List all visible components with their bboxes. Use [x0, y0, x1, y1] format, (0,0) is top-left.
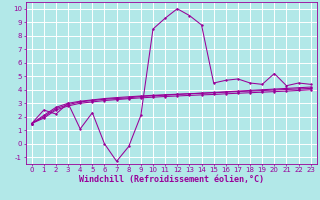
X-axis label: Windchill (Refroidissement éolien,°C): Windchill (Refroidissement éolien,°C) — [79, 175, 264, 184]
